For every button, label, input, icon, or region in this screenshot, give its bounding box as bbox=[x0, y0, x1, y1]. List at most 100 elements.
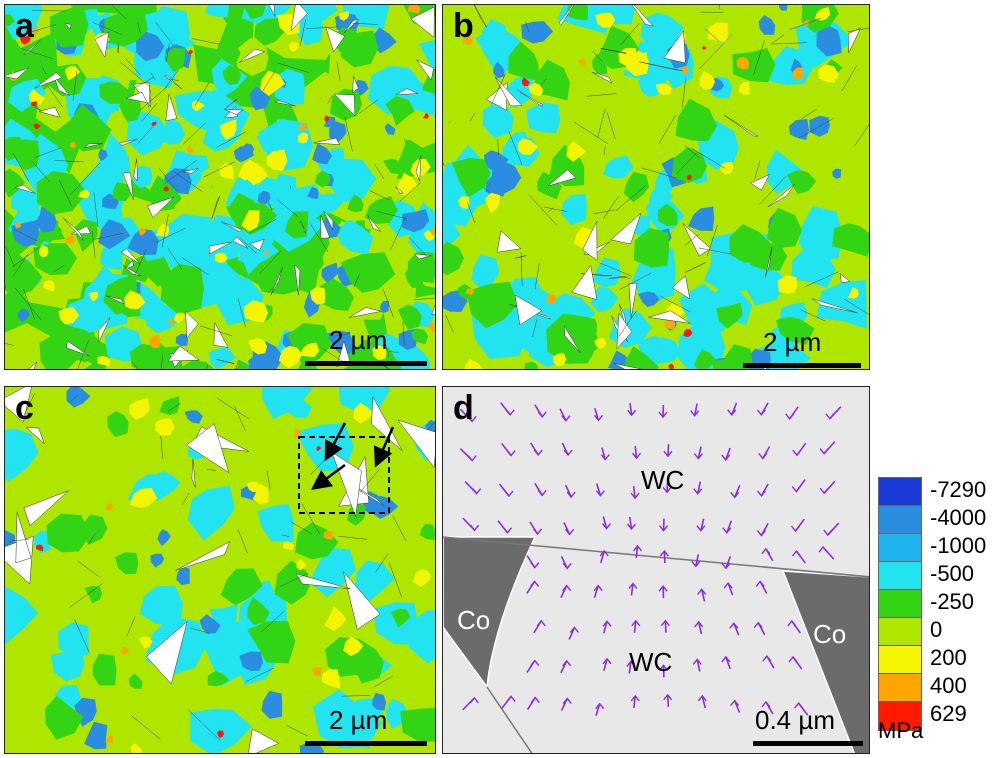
force-arrowhead bbox=[761, 700, 771, 708]
tensile-region bbox=[139, 636, 153, 649]
pore bbox=[118, 138, 138, 146]
panel-label-c: c bbox=[15, 389, 34, 427]
tensile-region bbox=[58, 307, 80, 325]
force-arrowhead bbox=[627, 409, 637, 417]
grain-boundary bbox=[139, 86, 168, 111]
tensile-region bbox=[248, 338, 268, 355]
pore bbox=[591, 71, 613, 84]
peak-tensile-region bbox=[36, 544, 44, 552]
peak-tensile-region bbox=[683, 328, 693, 338]
grain-boundary bbox=[789, 17, 822, 30]
force-arrowhead bbox=[693, 488, 703, 495]
tensile-region bbox=[124, 290, 146, 310]
mid-stress-region bbox=[254, 18, 286, 46]
panel-label-b: b bbox=[453, 7, 474, 45]
force-arrowhead bbox=[730, 699, 740, 707]
force-arrowhead bbox=[537, 489, 547, 497]
force-arrowhead bbox=[791, 549, 801, 557]
tensile-region bbox=[777, 275, 798, 294]
mid-stress-region bbox=[775, 316, 815, 345]
tensile-region bbox=[78, 189, 90, 199]
grain-boundary bbox=[167, 402, 181, 412]
force-arrowhead bbox=[756, 409, 766, 416]
scale-bar-b bbox=[743, 363, 861, 368]
grain-boundary bbox=[520, 251, 523, 287]
grain-boundary bbox=[13, 229, 38, 242]
grain-boundary bbox=[691, 148, 726, 169]
grain-boundary bbox=[126, 616, 136, 637]
force-arrowhead bbox=[533, 528, 543, 536]
grain-boundary bbox=[267, 282, 279, 294]
high-compressive-region bbox=[380, 300, 389, 313]
compressive-region bbox=[798, 206, 843, 263]
high-tensile-region bbox=[105, 503, 115, 511]
pore bbox=[94, 31, 110, 59]
force-arrowhead bbox=[658, 585, 668, 592]
grain-boundary bbox=[528, 194, 558, 226]
force-arrowhead bbox=[502, 527, 513, 534]
pore bbox=[248, 728, 280, 753]
force-arrowhead bbox=[469, 696, 479, 704]
force-arrowhead bbox=[467, 415, 477, 423]
grain-boundary bbox=[59, 180, 73, 207]
legend-entry: -1000 bbox=[878, 526, 998, 563]
grain-boundary bbox=[620, 276, 631, 279]
high-compressive-region bbox=[779, 5, 788, 11]
low-stress-region bbox=[237, 513, 280, 562]
legend-label: 629 bbox=[930, 701, 967, 726]
pore bbox=[343, 18, 360, 34]
mid-stress-region bbox=[383, 158, 401, 175]
high-tensile-region bbox=[465, 288, 475, 295]
force-arrow bbox=[667, 444, 670, 457]
grain-boundary bbox=[800, 309, 826, 322]
scale-bar-label-a: 2 µm bbox=[329, 325, 388, 355]
pore bbox=[133, 158, 138, 182]
legend-label: -250 bbox=[930, 589, 975, 614]
mid-stress-region bbox=[220, 44, 241, 62]
high-compressive-region bbox=[37, 211, 57, 233]
grain-boundary bbox=[206, 364, 208, 369]
compressive-region bbox=[50, 648, 85, 682]
force-arrow bbox=[629, 403, 633, 416]
compressive-region bbox=[758, 340, 811, 369]
grain-boundary bbox=[237, 529, 248, 554]
pore bbox=[333, 93, 356, 117]
grain-boundary bbox=[508, 131, 523, 165]
grain-boundary bbox=[770, 34, 785, 45]
scale-bar-label-b: 2 µm bbox=[763, 327, 822, 357]
legend-swatch bbox=[878, 701, 922, 731]
high-tensile-region bbox=[263, 250, 269, 257]
compressive-region bbox=[152, 471, 181, 498]
mid-stress-region bbox=[73, 219, 98, 252]
pore bbox=[186, 423, 230, 474]
pore bbox=[616, 312, 633, 350]
grain-boundary bbox=[245, 667, 275, 682]
mid-stress-region bbox=[364, 196, 398, 224]
grain-boundary bbox=[707, 225, 718, 257]
force-arrowhead bbox=[729, 622, 739, 629]
grain-boundary bbox=[74, 619, 90, 653]
peak-tensile-region bbox=[188, 49, 193, 55]
high-compressive-region bbox=[832, 168, 842, 179]
compressive-region bbox=[58, 622, 89, 656]
force-arrow bbox=[602, 516, 608, 529]
force-arrow bbox=[630, 583, 634, 596]
grain-boundary bbox=[658, 114, 677, 144]
peak-tensile-region bbox=[31, 101, 37, 107]
pore bbox=[600, 48, 627, 55]
tensile-region bbox=[130, 743, 143, 753]
grain-boundary bbox=[259, 250, 282, 275]
tensile-region bbox=[296, 559, 306, 571]
mid-stress-region bbox=[385, 96, 415, 127]
high-compressive-region bbox=[17, 308, 30, 323]
grain-boundary bbox=[159, 168, 177, 191]
grain-boundary bbox=[338, 535, 368, 540]
grain-boundary bbox=[200, 325, 233, 337]
pore bbox=[395, 88, 419, 96]
tensile-region bbox=[219, 162, 234, 180]
grain-boundary bbox=[235, 360, 239, 369]
grain-boundary bbox=[593, 209, 615, 215]
tensile-region bbox=[39, 245, 49, 258]
grain-boundary bbox=[91, 230, 96, 259]
tensile-region bbox=[129, 398, 150, 420]
